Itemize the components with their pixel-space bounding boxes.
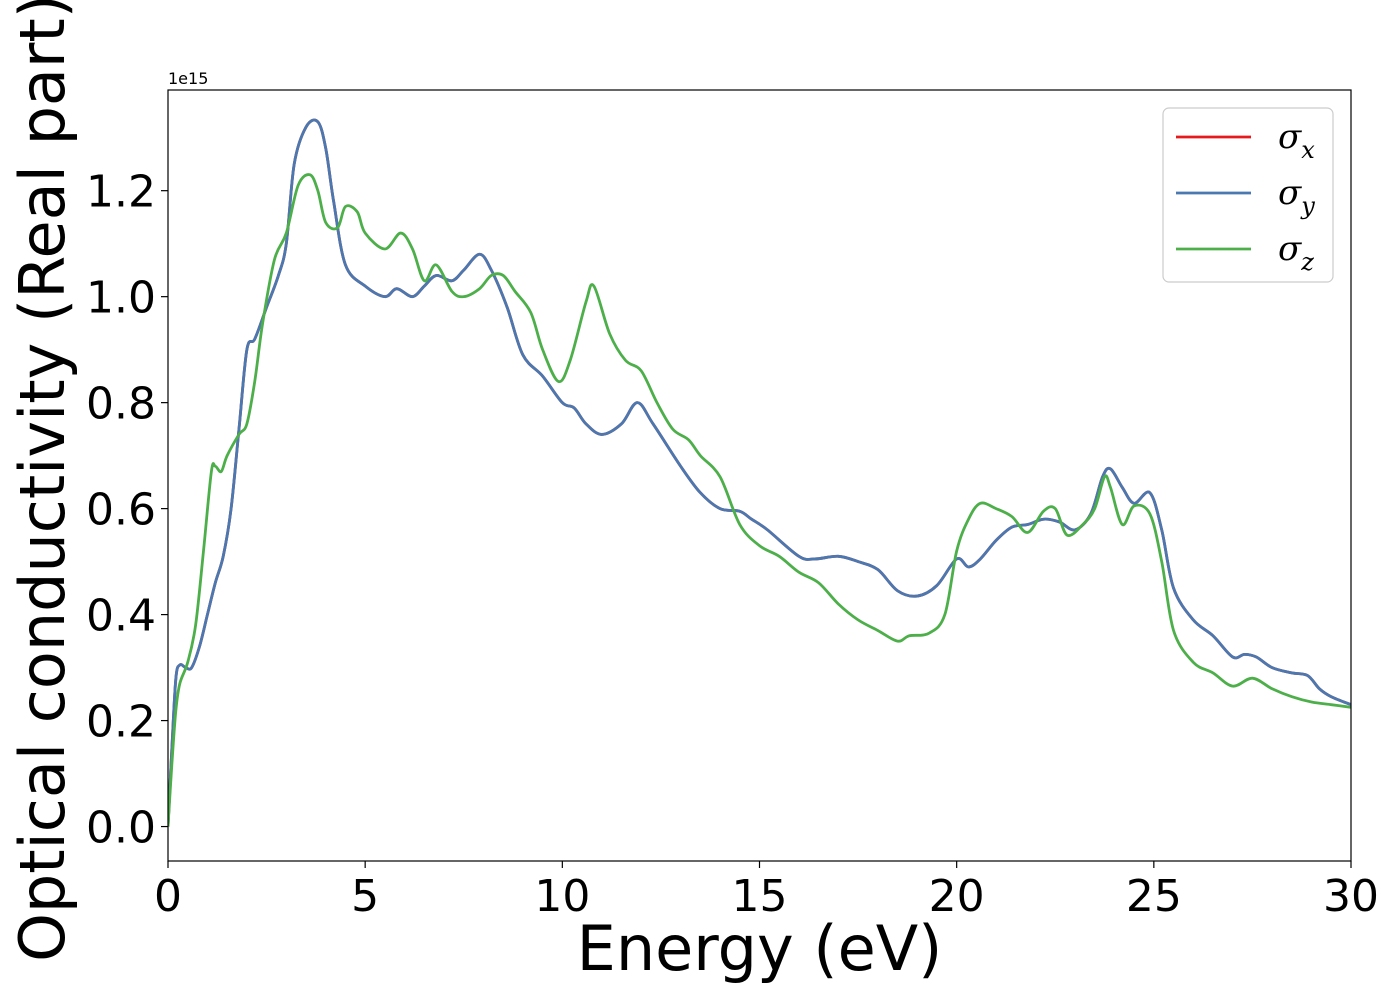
- x-tick-label: 10: [534, 871, 590, 922]
- y-tick-label: 0.0: [86, 803, 156, 854]
- legend-box: [1162, 107, 1334, 283]
- series-line-sigma-z: [168, 173, 1351, 827]
- y-tick-label: 0.8: [86, 379, 156, 430]
- x-tick-label: 5: [351, 871, 379, 922]
- y-axis-label: Optical conductivity (Real part): [6, 0, 79, 962]
- y-tick-label: 0.4: [86, 591, 156, 642]
- x-tick-label: 0: [154, 871, 182, 922]
- x-tick-label: 15: [732, 871, 788, 922]
- y-tick-label: 0.6: [86, 485, 156, 536]
- plot-area: [168, 118, 1351, 827]
- x-tick-label: 25: [1126, 871, 1182, 922]
- y-tick-label: 1.2: [86, 167, 156, 218]
- x-tick-label: 30: [1323, 871, 1379, 922]
- y-tick-label: 1.0: [86, 273, 156, 324]
- y-tick-label: 0.2: [86, 697, 156, 748]
- x-axis-label: Energy (eV): [577, 912, 943, 985]
- x-tick-label: 20: [929, 871, 985, 922]
- y-axis-ticks: 0.0 0.2 0.4 0.6 0.8 1.0 1.2: [86, 167, 168, 854]
- y-offset-label: 1e15: [168, 69, 208, 88]
- x-axis-ticks: 0 5 10 15 20 25 30: [154, 861, 1379, 922]
